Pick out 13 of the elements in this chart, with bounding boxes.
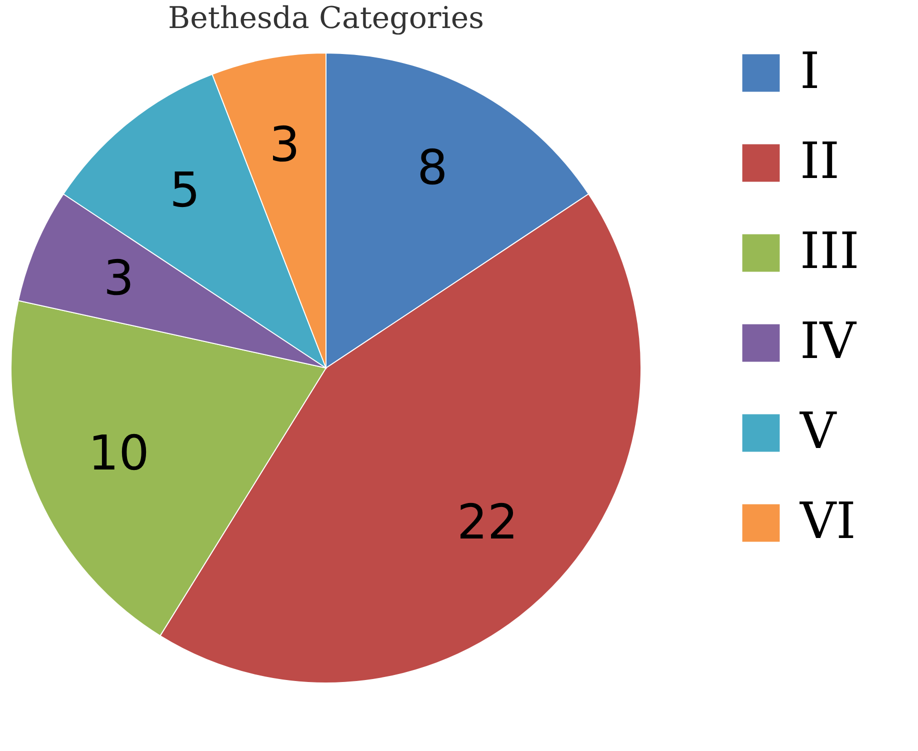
legend-label: I bbox=[800, 42, 820, 100]
legend-label: IV bbox=[800, 312, 857, 370]
legend-label: V bbox=[799, 402, 837, 460]
data-label: 10 bbox=[88, 426, 150, 482]
data-label: 3 bbox=[104, 250, 134, 306]
data-label: 22 bbox=[456, 494, 518, 551]
legend-label: VI bbox=[799, 492, 856, 550]
chart-title: Bethesda Categories bbox=[168, 1, 484, 36]
data-label: 5 bbox=[170, 162, 200, 219]
legend-label: III bbox=[800, 222, 860, 280]
data-label: 3 bbox=[269, 116, 300, 173]
data-label: 8 bbox=[417, 140, 448, 196]
legend-label: II bbox=[800, 132, 840, 190]
